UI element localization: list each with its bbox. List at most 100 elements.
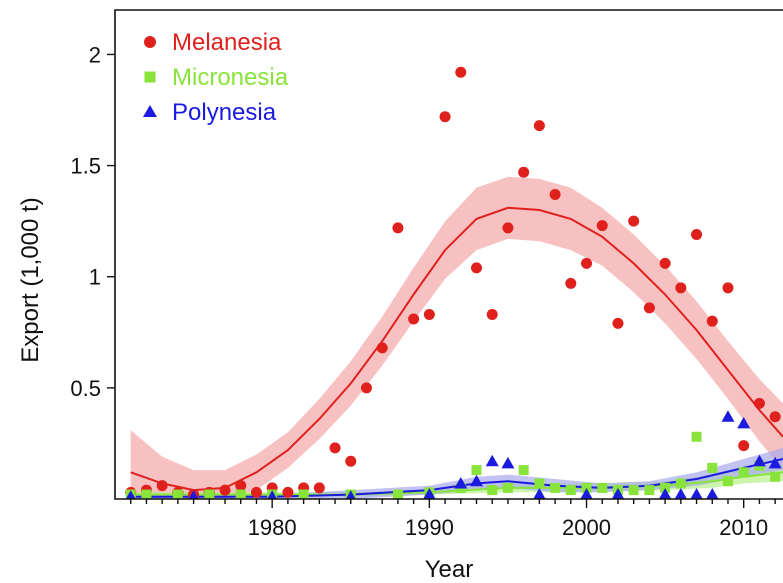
polynesia-point [658,488,672,499]
micronesia-point [204,489,215,499]
x-tick-label: 1980 [248,515,297,540]
melanesia-point [518,166,530,178]
polynesia-point [580,488,593,499]
micronesia-point [392,489,403,499]
polynesia-point [674,488,688,499]
polynesia-point [721,410,735,422]
legend: Melanesia Micronesia Polynesia [143,29,289,126]
melanesia-point [753,397,765,409]
melanesia-point [675,282,687,294]
y-tick-label: 1.5 [70,154,101,179]
polynesia-point [706,488,719,499]
melanesia-point [439,111,451,123]
x-axis-title: Year [425,556,474,583]
legend-micronesia-label: Micronesia [172,64,289,91]
micronesia-point [172,489,183,499]
micronesia-point [565,485,576,496]
melanesia-point [706,315,718,327]
micronesia-point [628,485,639,496]
micronesia-point [722,476,733,487]
melanesia-point [376,342,388,354]
melanesia-point [235,480,247,492]
polynesia-point [752,454,766,467]
legend-melanesia-label: Melanesia [172,29,282,56]
data-points [125,66,782,499]
polynesia-point [423,488,436,499]
micronesia-point [141,489,152,499]
melanesia-point [549,188,561,200]
melanesia-point [471,262,483,274]
legend-polynesia-marker [143,105,157,117]
melanesia-point [612,317,624,329]
x-tick-label: 2010 [719,515,768,540]
confidence-bands [130,176,783,499]
melanesia-point [360,382,372,394]
melanesia-point [313,482,325,494]
polynesia-point [454,476,468,489]
micronesia-point [471,465,482,476]
y-axis: 0.5 1 1.5 2 [70,42,115,401]
melanesia-point [691,228,703,240]
legend-melanesia-marker [144,36,156,48]
plot-frame [114,9,783,500]
micronesia-point [644,485,655,496]
micronesia-point [518,465,529,476]
melanesia-point [250,486,262,498]
y-axis-title: Export (1,000 t) [17,197,44,362]
micronesia-point [550,482,561,493]
melanesia-point [738,440,750,452]
polynesia-point [345,490,356,499]
polynesia-point [737,416,751,429]
legend-polynesia-label: Polynesia [172,99,277,126]
melanesia-point [408,313,420,325]
melanesia-point [423,309,435,321]
x-tick-label: 1990 [405,515,454,540]
melanesia-point [455,66,467,78]
x-tick-label: 2000 [562,515,611,540]
polynesia-point [501,456,515,469]
micronesia-point [581,482,592,493]
micronesia-point [298,489,309,499]
polynesia-point [611,488,625,499]
melanesia-point [659,257,671,269]
legend-micronesia-marker [144,71,156,83]
melanesia-point [643,302,655,314]
melanesia-point [502,222,514,234]
melanesia-point [722,282,734,294]
melanesia-point [596,220,608,232]
melanesia-point [219,484,231,496]
melanesia-point [565,277,577,289]
micronesia-point [691,431,702,442]
y-tick-label: 1 [89,265,101,290]
y-tick-label: 2 [89,42,101,67]
micronesia-point [675,478,686,489]
x-axis: 1980 1990 2000 2010 [130,499,776,540]
melanesia-confidence-band [130,176,783,499]
polynesia-point [470,474,484,487]
melanesia-point [769,411,781,423]
micronesia-point [487,485,498,496]
y-tick-label: 0.5 [70,376,101,401]
micronesia-point [738,467,749,478]
melanesia-point [628,215,640,227]
melanesia-point [329,442,341,454]
polynesia-point [267,490,278,499]
melanesia-fit-line [130,206,783,492]
melanesia-point [533,120,545,132]
melanesia-point [345,455,357,467]
polynesia-point [188,490,199,499]
polynesia-point [690,488,703,499]
micronesia-point [534,478,545,489]
micronesia-point [235,489,246,499]
melanesia-point [282,486,294,498]
polynesia-point [768,456,782,469]
melanesia-point [581,257,593,269]
melanesia-point [156,480,168,492]
polynesia-point [125,490,136,499]
micronesia-point [597,482,608,493]
polynesia-point [533,488,546,499]
melanesia-point [392,222,404,234]
micronesia-point [502,482,513,493]
polynesia-point [485,454,499,467]
